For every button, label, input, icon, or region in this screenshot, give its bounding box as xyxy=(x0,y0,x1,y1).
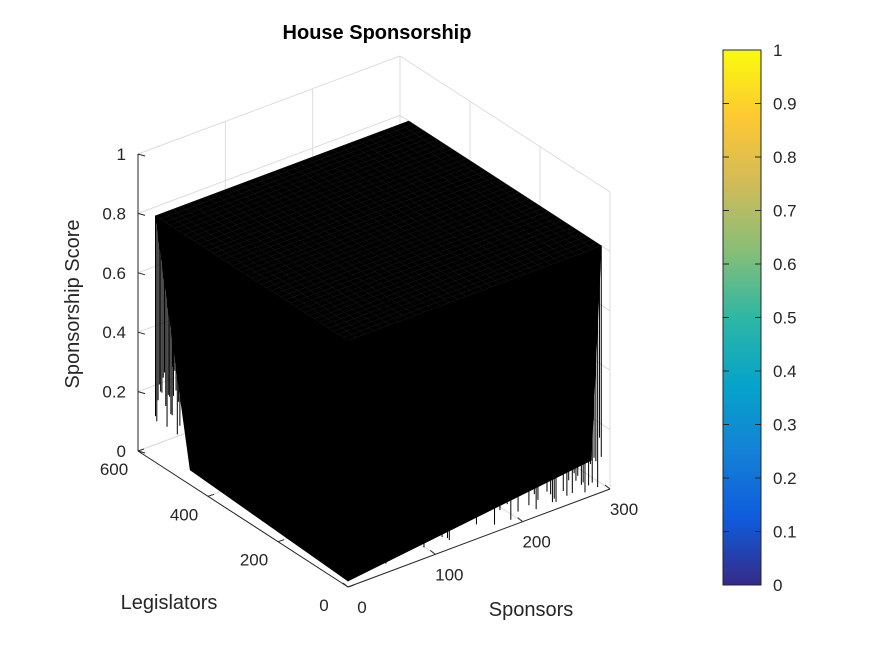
surface-mesh-line xyxy=(189,142,443,238)
surface-mesh-line xyxy=(242,176,496,273)
colorbar: 0 0.1 0.2 0.3 0.4 0.5 0.6 0.7 0.8 0.9 1 xyxy=(722,41,797,595)
surface-mesh-line xyxy=(294,211,549,307)
colorbar-tick-label: 0.7 xyxy=(773,202,797,221)
surface-mesh-line xyxy=(328,233,583,329)
z-tick xyxy=(137,153,146,157)
colorbar-tick-label: 0.2 xyxy=(773,469,797,488)
surface-mesh-line xyxy=(290,208,544,304)
z-tick xyxy=(137,450,146,454)
z-tick xyxy=(137,391,146,395)
surface-mesh-line xyxy=(314,223,568,319)
surface-mesh-line xyxy=(333,236,587,332)
x-tick xyxy=(430,549,436,555)
axes-box xyxy=(137,154,611,588)
surface-mesh-line xyxy=(343,242,597,338)
surface-mesh-line xyxy=(227,167,482,263)
surface-mesh-line xyxy=(174,133,429,229)
y-tick xyxy=(207,493,215,497)
z-tick-label: 0 xyxy=(117,442,126,461)
colorbar-tick-label: 1 xyxy=(773,41,782,60)
surface-mesh-line xyxy=(165,127,419,223)
back-wall-grid-line xyxy=(137,55,401,155)
colorbar-tick-label: 0.3 xyxy=(773,416,797,435)
surface-mesh-line xyxy=(193,145,448,241)
colorbar-tick-label: 0 xyxy=(773,576,782,595)
surface-mesh-line xyxy=(184,139,438,235)
x-axis-line xyxy=(347,488,611,588)
surface-mesh-line xyxy=(169,130,424,226)
y-tick-label: 0 xyxy=(319,596,328,615)
colorbar-tick-label: 0.1 xyxy=(773,523,797,542)
z-tick xyxy=(137,212,146,216)
surface-mesh-line xyxy=(246,180,501,276)
surface-plot xyxy=(154,120,602,582)
surface-mesh-line xyxy=(347,245,602,341)
surface-mesh-line xyxy=(270,195,525,291)
surface-mesh-line xyxy=(261,189,515,285)
surface-mesh-line xyxy=(208,155,462,251)
surface-mesh-line xyxy=(213,158,467,254)
y-tick xyxy=(277,539,285,543)
y-axis-line xyxy=(137,450,349,588)
colorbar-tick-label: 0.8 xyxy=(773,148,797,167)
surface-mesh-line xyxy=(280,201,534,298)
y-tick-label: 400 xyxy=(170,505,198,524)
y-tick xyxy=(137,448,145,452)
surface-mesh-line xyxy=(338,239,592,335)
colorbar-tick-label: 0.6 xyxy=(773,255,797,274)
x-tick-label: 100 xyxy=(435,565,463,584)
surface-mesh-line xyxy=(237,173,491,270)
surface-mesh-line xyxy=(251,183,506,279)
surface-mesh-line xyxy=(217,161,472,257)
colorbar-tick-label: 0.5 xyxy=(773,309,797,328)
surface-mesh-line xyxy=(319,226,573,323)
z-axis-label: Sponsorship Score xyxy=(62,220,84,389)
x-tick xyxy=(342,582,349,588)
colorbar-gradient xyxy=(722,49,762,586)
back-wall-grid-line xyxy=(137,114,401,214)
surface-mesh-line xyxy=(198,148,453,245)
x-tick-label: 300 xyxy=(610,500,638,519)
y-tick-label: 200 xyxy=(240,551,268,570)
surface-mesh-line xyxy=(160,123,414,220)
z-tick-label: 0.6 xyxy=(102,264,126,283)
surface-mesh-line xyxy=(299,214,554,310)
y-tick xyxy=(347,584,355,588)
surface-mesh-line xyxy=(256,186,510,282)
z-tick xyxy=(137,331,146,335)
surface-mesh-line xyxy=(323,229,578,326)
x-tick-label: 0 xyxy=(357,598,366,617)
chart-title: House Sponsorship xyxy=(283,22,472,44)
y-axis-label: Legislators xyxy=(121,592,218,614)
x-axis-label: Sponsors xyxy=(489,599,574,621)
surface-mesh-line xyxy=(266,192,520,288)
surface-mesh-line xyxy=(222,164,477,260)
z-tick-label: 0.2 xyxy=(102,383,126,402)
surface-mesh-line xyxy=(275,198,530,294)
x-tick xyxy=(517,517,523,523)
side-wall-grid-line xyxy=(399,55,611,193)
colorbar-tick-label: 0.4 xyxy=(773,362,797,381)
surface-mesh-line xyxy=(309,220,563,316)
surface-mesh-line xyxy=(155,120,409,217)
x-tick-label: 200 xyxy=(522,533,550,552)
surface-mesh-line xyxy=(285,205,539,301)
surface-mesh-line xyxy=(232,170,486,266)
colorbar-tick-label: 0.9 xyxy=(773,95,797,114)
surface-mesh-line xyxy=(304,217,559,313)
x-tick xyxy=(604,484,611,490)
surface-mesh-line xyxy=(203,152,457,248)
colorbar-ticks: 0 0.1 0.2 0.3 0.4 0.5 0.6 0.7 0.8 0.9 1 xyxy=(723,41,797,595)
y-tick-label: 600 xyxy=(100,460,128,479)
surface-mesh-line xyxy=(179,136,433,232)
z-tick-label: 0.4 xyxy=(102,323,126,342)
z-tick-label: 0.8 xyxy=(102,204,126,223)
z-tick xyxy=(137,272,146,276)
z-tick-label: 1 xyxy=(117,145,126,164)
